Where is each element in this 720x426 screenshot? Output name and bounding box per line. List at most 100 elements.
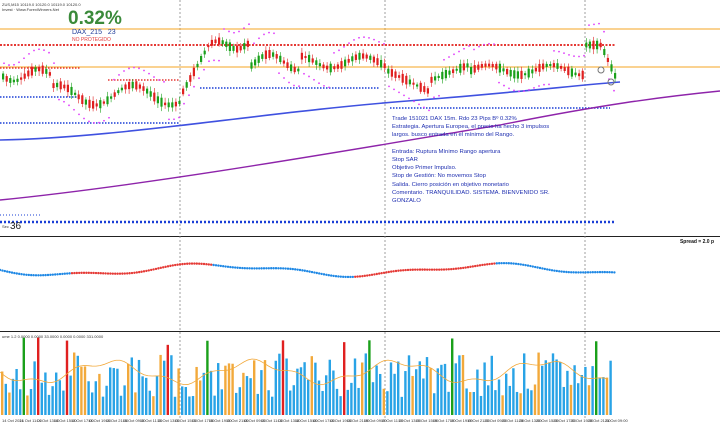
volume-bar [569,384,573,415]
volume-bar [8,392,11,415]
oscillator-dot [92,271,95,275]
sar-dot [13,63,15,66]
oscillator-dot [82,271,86,275]
candle-body [70,86,73,95]
oscillator-dot [459,267,462,270]
volume-bar [609,360,612,415]
sar-dot [588,24,590,27]
candle-body [448,70,451,75]
oscillator-dot [51,273,54,276]
sar-dot [438,94,440,97]
volume-bar [220,389,223,415]
oscillator-dot [15,272,18,275]
candle-body [455,68,458,71]
oscillator-dot [162,266,165,269]
volume-bar [533,384,537,415]
sar-dot [63,100,65,103]
sar-dot [573,55,575,58]
time-axis-label: 19 Oct 11:00 [380,418,404,423]
candle-body [372,56,375,63]
oscillator-dot [224,265,227,268]
volume-bar [26,395,29,415]
volume-bar [195,366,198,415]
candle-body [563,67,566,72]
oscillator-dot [330,274,333,277]
volume-bar [476,369,479,415]
oscillator-dot [164,265,167,269]
oscillator-dot [1,269,4,272]
oscillator-dot [406,268,410,272]
volume-bar [249,378,252,415]
candle-body [66,84,69,93]
candle-body [567,66,570,76]
sar-dot [463,47,465,50]
sar-dot [523,90,525,93]
oscillator-dot [176,263,179,266]
sar-dot [453,53,455,56]
sar-dot [148,72,150,75]
sar-dot [303,72,305,75]
volume-bar [245,376,249,415]
candle-body [473,65,476,73]
oscillator-dot [157,267,160,270]
oscillator-dot [8,270,11,274]
candle-body [232,45,235,51]
oscillator-dot [490,262,494,265]
volume-bar [105,385,108,415]
candle-body [2,73,5,80]
volume-bar [505,373,508,415]
oscillator-dot [282,267,285,270]
candle-body [308,54,311,63]
volume-bar [94,381,97,415]
volume-bar [465,388,468,415]
oscillator-dot [404,268,407,272]
sar-dot [48,51,50,54]
sar-dot [528,88,530,91]
volume-bar [267,390,270,415]
oscillator-dot [109,272,112,275]
sar-dot [118,74,120,76]
annotation-line [392,140,622,148]
oscillator-dot [174,263,177,267]
candle-body [426,88,429,94]
candle-body [225,41,228,48]
candle-body [113,92,116,97]
candle-body [322,64,325,69]
oscillator-dot [207,263,210,266]
oscillator-dot [296,268,299,271]
candle-body [63,84,66,89]
candle-body [358,52,361,60]
candle-body [185,82,188,88]
sar-dot [593,23,595,26]
sar-dot [548,83,550,86]
volume-bar [386,391,389,415]
volume-bar [40,382,43,415]
sar-dot [318,82,320,85]
oscillator-dot [102,272,105,275]
candle-body [318,63,321,67]
candle-body [488,63,491,67]
oscillator-dot [306,269,309,273]
volume-indicator-label: ume 1.2 0.0000 0.0000 33.0000 0.0000 0.0… [2,334,104,339]
candle-body [556,63,559,69]
candle-body [153,92,156,102]
candle-body [167,102,170,108]
candle-body [560,65,563,69]
annotation-line: Trade 151021 DAX 15m. Rdo 23 Pips Bº 0.3… [392,116,517,122]
candle-body [146,88,149,94]
volume-bar [163,360,166,415]
volume-bar [296,368,299,415]
sar-dot [38,48,40,51]
oscillator-dot [133,271,136,274]
volume-bar [541,365,544,415]
volume-bar [263,360,267,415]
candle-body [538,63,541,72]
candle-body [405,75,408,85]
candle-body [477,64,480,70]
oscillator-dot [414,268,417,271]
candle-body [174,101,177,107]
oscillator-dot [142,270,146,273]
candle-body [484,63,487,67]
candle-body [502,68,505,72]
